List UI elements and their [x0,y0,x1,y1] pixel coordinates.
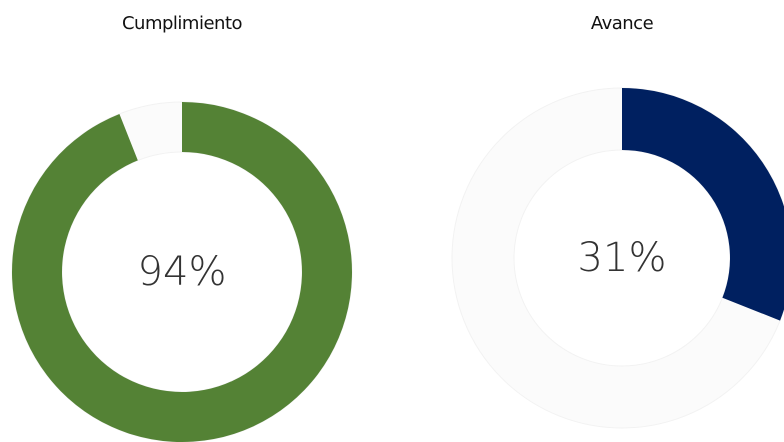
chart-title: Avance [591,13,654,34]
center-label: 94% [138,249,227,295]
chart-title: Cumplimiento [122,13,243,34]
donut-segment [622,88,784,321]
donut-segment [11,102,353,442]
center-label: 31% [578,235,667,281]
